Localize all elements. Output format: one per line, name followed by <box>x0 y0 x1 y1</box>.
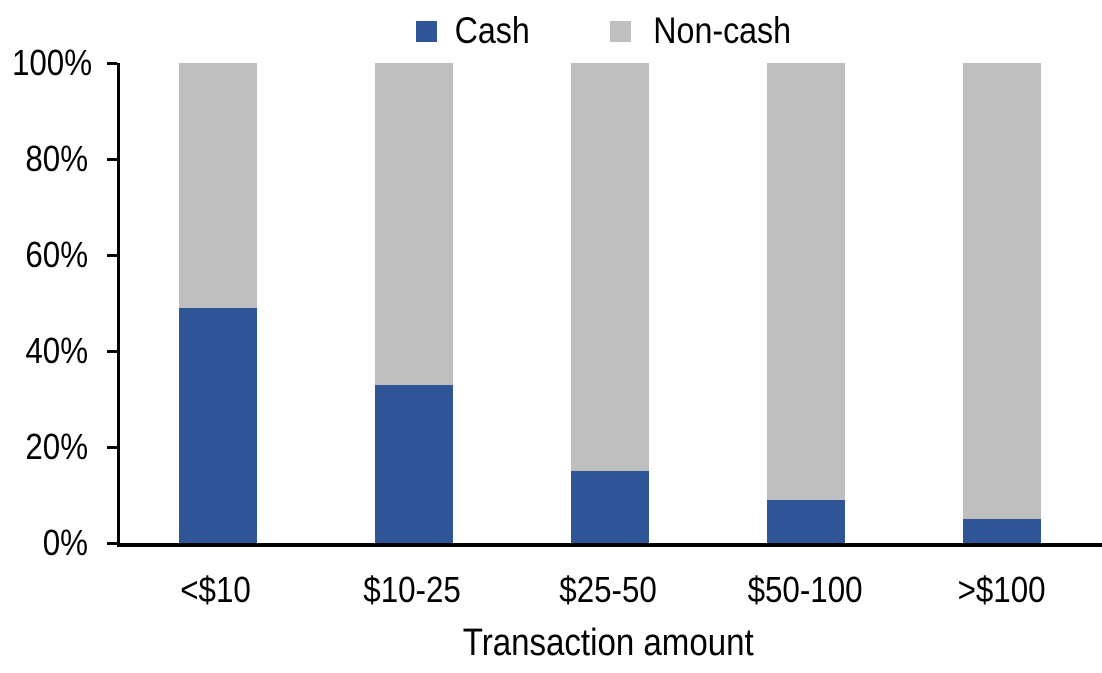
y-axis-tick-20 <box>107 446 117 449</box>
x-tick-label-100: >$100 <box>903 570 1100 610</box>
legend-swatch-non-cash <box>609 20 631 42</box>
category-slot-10 <box>120 63 316 543</box>
y-axis-tick-100 <box>107 62 117 65</box>
legend-label-non-cash: Non-cash <box>652 10 791 51</box>
x-axis-line <box>117 543 1102 547</box>
bar-100 <box>963 63 1041 543</box>
y-tick-label-text: 100% <box>11 42 93 83</box>
x-tick-label-text: <$10 <box>180 569 251 610</box>
plot-area <box>117 63 1100 543</box>
bar-10-25 <box>375 63 453 543</box>
y-tick-label-text: 40% <box>25 330 88 371</box>
bar-segment-non-cash-10 <box>179 63 257 308</box>
y-tick-label-text: 60% <box>25 234 88 275</box>
y-axis-tick-40 <box>107 350 117 353</box>
x-axis-tick-labels: <$10 $10-25 $25-50 $50-100 >$100 <box>117 570 1100 610</box>
y-tick-label-text: 0% <box>42 522 88 563</box>
bar-segment-cash-50-100 <box>767 499 845 543</box>
y-tick-label-80: 80% <box>0 139 88 179</box>
category-slot-10-25 <box>316 63 512 543</box>
x-tick-label-10: <$10 <box>117 570 314 610</box>
bar-segment-non-cash-100 <box>963 63 1041 519</box>
y-tick-label-60: 60% <box>0 235 88 275</box>
y-axis-tick-80 <box>107 158 117 161</box>
bar-segment-cash-25-50 <box>571 471 649 543</box>
bar-50-100 <box>767 63 845 543</box>
y-tick-label-40: 40% <box>0 331 88 371</box>
legend-label-cash: Cash <box>454 10 530 51</box>
bar-segment-cash-10 <box>179 307 257 543</box>
y-tick-label-20: 20% <box>0 427 88 467</box>
bar-segment-non-cash-25-50 <box>571 63 649 471</box>
x-tick-label-text: $25-50 <box>559 569 658 610</box>
chart-legend: Cash Non-cash <box>117 8 1100 54</box>
category-slot-25-50 <box>512 63 708 543</box>
legend-item-non-cash: Non-cash <box>609 10 801 52</box>
x-tick-label-text: $10-25 <box>363 569 461 610</box>
x-tick-label-text: $50-100 <box>747 569 863 610</box>
y-tick-label-100: 100% <box>0 43 92 83</box>
legend-item-cash: Cash <box>416 10 535 52</box>
y-tick-label-text: 20% <box>25 426 88 467</box>
x-tick-label-10-25: $10-25 <box>314 570 511 610</box>
x-tick-label-text: >$100 <box>957 569 1046 610</box>
y-tick-label-0: 0% <box>0 523 88 563</box>
category-slot-50-100 <box>708 63 904 543</box>
y-axis-tick-60 <box>107 254 117 257</box>
x-tick-label-25-50: $25-50 <box>510 570 707 610</box>
bar-10 <box>179 63 257 543</box>
bar-segment-cash-10-25 <box>375 384 453 543</box>
category-slot-100 <box>904 63 1100 543</box>
legend-swatch-cash <box>416 20 438 42</box>
bar-segment-cash-100 <box>963 519 1041 543</box>
y-tick-label-text: 80% <box>25 138 88 179</box>
bar-25-50 <box>571 63 649 543</box>
x-axis-title: Transaction amount <box>117 622 1100 664</box>
bar-segment-non-cash-50-100 <box>767 63 845 500</box>
x-tick-label-50-100: $50-100 <box>707 570 904 610</box>
bar-segment-non-cash-10-25 <box>375 63 453 385</box>
y-axis-tick-0 <box>107 542 117 545</box>
x-axis-title-text: Transaction amount <box>463 622 754 664</box>
